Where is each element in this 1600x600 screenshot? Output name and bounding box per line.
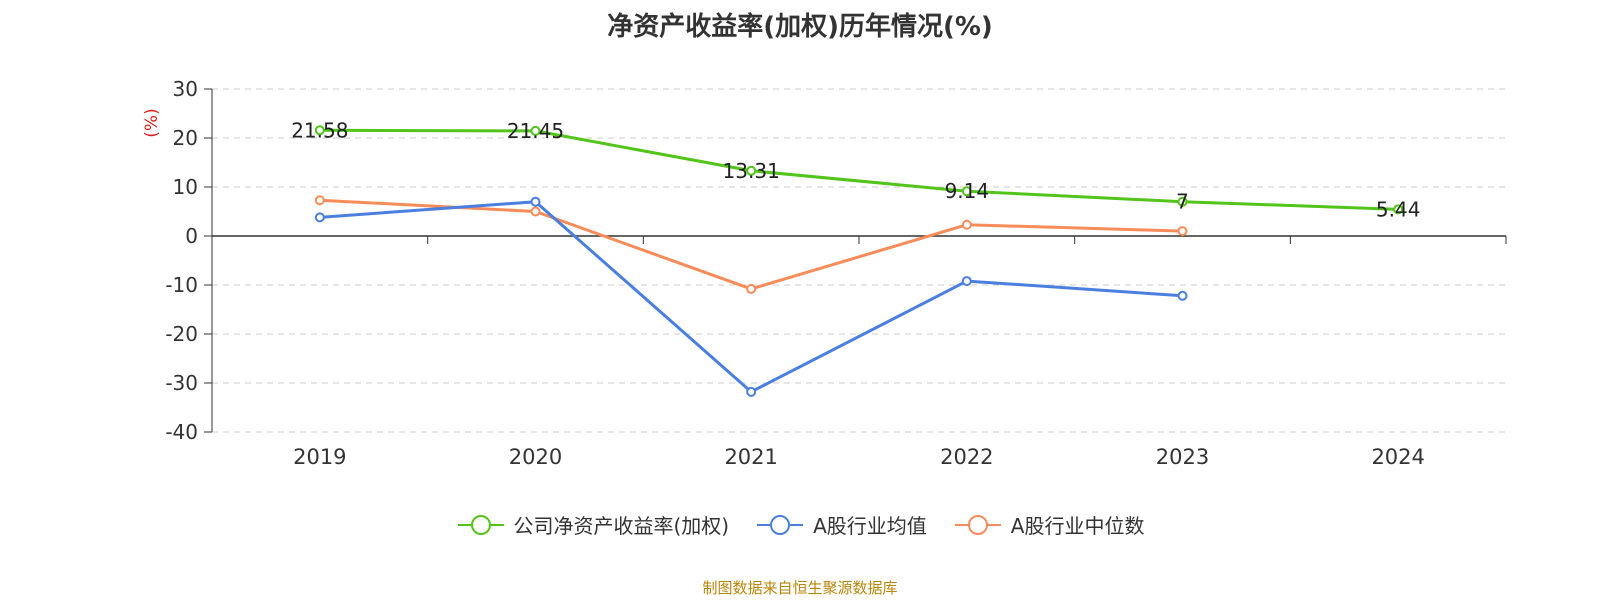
- gridlines: [212, 88, 1506, 433]
- legend-label: 公司净资产收益率(加权): [513, 514, 730, 538]
- legend: 公司净资产收益率(加权) A股行业均值 A股行业中位数: [0, 510, 1600, 539]
- y-tick-label: -20: [165, 322, 198, 346]
- x-tick-label: 2021: [724, 445, 777, 469]
- data-point: [314, 195, 325, 206]
- y-tick-label: -40: [165, 420, 198, 444]
- legend-item[interactable]: 公司净资产收益率(加权): [456, 510, 730, 539]
- data-point: [961, 186, 972, 197]
- data-label: 9.14: [945, 179, 990, 203]
- x-tick-label: 2020: [509, 445, 562, 469]
- series-line: [319, 128, 1399, 211]
- series-lines: [314, 125, 1404, 397]
- legend-label: A股行业均值: [813, 514, 927, 538]
- series-line: [319, 198, 1183, 291]
- data-label: 13.31: [723, 159, 780, 183]
- data-point: [530, 206, 541, 217]
- data-point: [746, 283, 757, 294]
- x-tick-label: 2019: [293, 445, 346, 469]
- data-point: [961, 219, 972, 230]
- data-point: [746, 386, 757, 397]
- legend-marker-icon: [757, 514, 804, 535]
- x-tick-label: 2024: [1371, 445, 1424, 469]
- data-label: 5.44: [1376, 197, 1421, 221]
- legend-label: A股行业中位数: [1010, 514, 1145, 538]
- data-point: [746, 165, 757, 176]
- axes: 30 20 10 0 -10 -20 -30 -40 (%) 2019 2020 2021 2022 20…: [142, 77, 1507, 469]
- y-tick-label: -10: [165, 273, 198, 297]
- legend-item[interactable]: A股行业均值: [755, 510, 927, 539]
- data-point: [314, 212, 325, 223]
- data-point: [1177, 196, 1188, 207]
- data-point: [961, 276, 972, 287]
- data-point: [1393, 204, 1404, 215]
- data-label: 21.45: [507, 119, 564, 143]
- data-point: [530, 125, 541, 136]
- data-label: 21.58: [291, 118, 348, 142]
- data-point: [1177, 290, 1188, 301]
- data-point: [314, 125, 325, 136]
- source-note: 制图数据来自恒生聚源数据库: [702, 579, 898, 597]
- data-point: [1177, 226, 1188, 237]
- legend-marker-icon: [954, 514, 1001, 535]
- legend-item[interactable]: A股行业中位数: [953, 510, 1145, 539]
- y-tick-label: 20: [173, 126, 198, 150]
- data-point: [530, 196, 541, 207]
- y-tick-label: 30: [173, 77, 198, 101]
- series-line: [319, 200, 1183, 394]
- y-tick-label: 0: [185, 224, 198, 248]
- y-tick-label: 10: [173, 175, 198, 199]
- data-labels: 21.58 21.45 13.31 9.14 7 5.44: [291, 118, 1420, 221]
- y-axis-label: (%): [142, 108, 162, 137]
- y-tick-label: -30: [165, 371, 198, 395]
- chart-title: 净资产收益率(加权)历年情况(%): [607, 12, 993, 42]
- x-tick-label: 2022: [940, 445, 993, 469]
- data-label: 7: [1176, 190, 1189, 214]
- legend-marker-icon: [457, 514, 504, 535]
- x-tick-label: 2023: [1156, 445, 1209, 469]
